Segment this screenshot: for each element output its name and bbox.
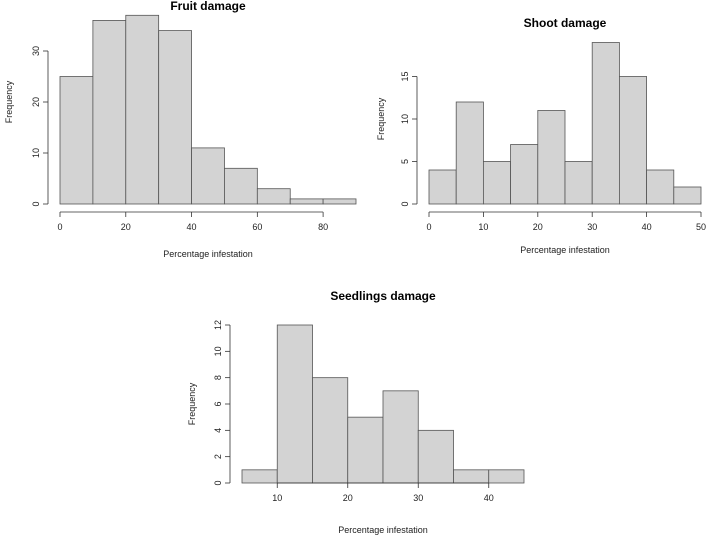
histogram-bar bbox=[488, 469, 525, 484]
x-tick-label: 20 bbox=[343, 493, 353, 503]
histogram-bar bbox=[59, 76, 94, 205]
x-tick-label: 50 bbox=[696, 222, 706, 232]
histogram-bar bbox=[619, 76, 648, 205]
y-tick-label: 20 bbox=[31, 97, 41, 107]
y-tick-label: 10 bbox=[31, 148, 41, 158]
histogram-bar bbox=[428, 169, 457, 205]
x-tick-label: 10 bbox=[272, 493, 282, 503]
histogram-bar bbox=[312, 377, 349, 484]
histogram-bar bbox=[322, 198, 357, 205]
histogram-bar bbox=[417, 429, 454, 484]
histogram-bar bbox=[256, 188, 291, 205]
histogram-bar bbox=[125, 14, 160, 205]
y-axis-label: Frequency bbox=[187, 382, 197, 425]
x-tick-label: 0 bbox=[426, 222, 431, 232]
y-tick-label: 15 bbox=[400, 71, 410, 81]
histogram-bar bbox=[382, 390, 419, 484]
y-tick-label: 8 bbox=[213, 375, 223, 380]
y-tick-label: 0 bbox=[31, 201, 41, 206]
histogram-bar bbox=[158, 30, 192, 205]
x-tick-label: 10 bbox=[478, 222, 488, 232]
x-tick-label: 60 bbox=[252, 222, 262, 232]
y-axis-label: Frequency bbox=[376, 97, 386, 140]
x-tick-label: 30 bbox=[587, 222, 597, 232]
histogram-bar bbox=[191, 147, 225, 205]
histogram-bar bbox=[510, 144, 539, 205]
chart-panel-shoot: Shoot damage 0 5 10 15 0 10 20 30 40 50 Percentage … bbox=[376, 16, 706, 255]
y-tick-label: 10 bbox=[400, 114, 410, 124]
x-tick-label: 40 bbox=[642, 222, 652, 232]
chart-title: Fruit damage bbox=[170, 0, 246, 13]
x-tick-label: 20 bbox=[121, 222, 131, 232]
y-tick-label: 0 bbox=[400, 201, 410, 206]
histogram-bar bbox=[564, 161, 593, 205]
y-tick-label: 30 bbox=[31, 46, 41, 56]
x-axis-label: Percentage infestation bbox=[520, 245, 610, 255]
x-tick-label: 20 bbox=[533, 222, 543, 232]
chart-title: Shoot damage bbox=[524, 16, 607, 30]
y-tick-label: 12 bbox=[213, 320, 223, 330]
histogram-bar bbox=[455, 101, 484, 205]
y-tick-label: 0 bbox=[213, 480, 223, 485]
histogram-bar bbox=[92, 19, 127, 205]
y-tick-label: 4 bbox=[213, 428, 223, 433]
histogram-bar bbox=[224, 167, 258, 205]
chart-panel-seedling: Seedlings damage 0 2 4 6 8 10 12 10 20 30 40 Percent… bbox=[187, 289, 525, 535]
histogram-bar bbox=[276, 324, 313, 484]
x-tick-label: 30 bbox=[413, 493, 423, 503]
x-axis-label: Percentage infestation bbox=[338, 525, 428, 535]
x-tick-label: 0 bbox=[57, 222, 62, 232]
histogram-bar bbox=[537, 110, 566, 205]
x-axis-label: Percentage infestation bbox=[163, 249, 253, 259]
chart-panel-fruit: Fruit damage 0 10 20 30 0 20 40 60 80 Percentage i… bbox=[4, 0, 357, 259]
y-axis-label: Frequency bbox=[4, 80, 14, 123]
histogram-bar bbox=[482, 161, 511, 205]
histogram-bar bbox=[347, 416, 384, 484]
histogram-bar bbox=[453, 469, 490, 484]
y-tick-label: 10 bbox=[213, 346, 223, 356]
x-tick-label: 80 bbox=[318, 222, 328, 232]
y-tick-label: 2 bbox=[213, 454, 223, 459]
x-tick-label: 40 bbox=[187, 222, 197, 232]
y-tick-label: 5 bbox=[400, 159, 410, 164]
chart-title: Seedlings damage bbox=[330, 289, 436, 303]
x-tick-label: 40 bbox=[484, 493, 494, 503]
histogram-bar bbox=[241, 469, 278, 484]
histogram-bar bbox=[289, 198, 324, 205]
histogram-bar bbox=[646, 169, 675, 205]
histogram-bar bbox=[673, 186, 702, 205]
histogram-bar bbox=[591, 42, 620, 205]
y-tick-label: 6 bbox=[213, 401, 223, 406]
